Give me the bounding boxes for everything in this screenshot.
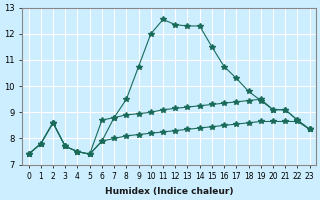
X-axis label: Humidex (Indice chaleur): Humidex (Indice chaleur) [105, 187, 233, 196]
